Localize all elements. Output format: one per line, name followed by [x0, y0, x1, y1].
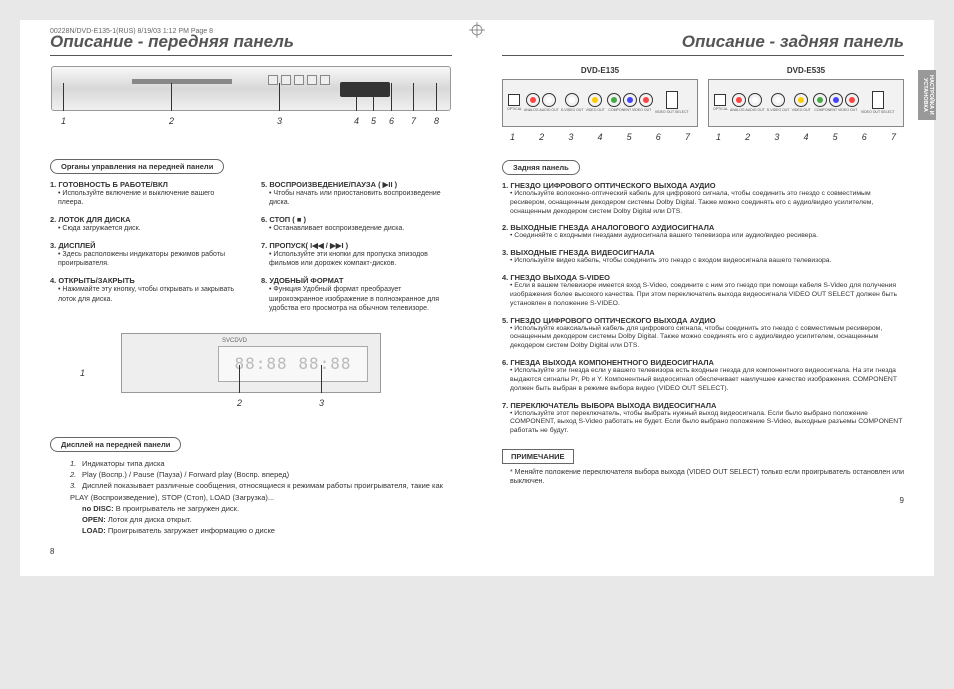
panel2-title: DVD-E535 — [708, 66, 904, 75]
item-6-title: 6. СТОП ( ■ ) — [261, 215, 452, 224]
disp-item-3: Дисплей показывает различные сообщения, … — [70, 481, 443, 501]
rear-7-body: Используйте этот переключатель, чтобы вы… — [510, 410, 902, 435]
display-panel-label: Дисплей на передней панели — [50, 437, 181, 452]
side-tab: НАСТРОЙКА И УСТАНОВКА — [918, 70, 936, 120]
note-label: ПРИМЕЧАНИЕ — [502, 449, 574, 464]
rear-callouts: 1234567 1234567 — [502, 132, 904, 142]
item-8-title: 8. УДОБНЫЙ ФОРМАТ — [261, 276, 452, 285]
rear-6-body: Используйте эти гнезда если у вашего тел… — [510, 367, 897, 392]
display-callouts: 2 3 — [121, 393, 381, 423]
page-num-left: 8 — [50, 547, 452, 556]
rear-panel-e535: OPTICAL ANALOG AUDIO OUT S-VIDEO OUT VID… — [708, 79, 904, 127]
item-6-body: Останавливает воспроизведение диска. — [269, 225, 404, 232]
rear-3-body: Используйте видео кабель, чтобы соединит… — [510, 257, 831, 264]
rear-6-title: 6. ГНЕЗДА ВЫХОДА КОМПОНЕНТНОГО ВИДЕОСИГН… — [502, 358, 904, 367]
disp-item-1: Индикаторы типа диска — [82, 459, 165, 468]
page-header: 00228N/DVD-E135-1(RUS) 8/19/03 1:12 PM P… — [50, 28, 213, 35]
manual-spread: 00228N/DVD-E135-1(RUS) 8/19/03 1:12 PM P… — [20, 20, 934, 576]
page-num-right: 9 — [502, 496, 904, 505]
item-1-title: 1. ГОТОВНОСТЬ Б РАБОТЕ/ВКЛ — [50, 180, 241, 189]
lcd-label: SVCDVD — [222, 338, 247, 344]
panel1-title: DVD-E135 — [502, 66, 698, 75]
rear-1-title: 1. ГНЕЗДО ЦИФРОВОГО ОПТИЧЕСКОГО ВЫХОДА А… — [502, 181, 904, 190]
item-5-title: 5. ВОСПРОИЗВЕДЕНИЕ/ПАУЗА ( ▶II ) — [261, 180, 452, 189]
note-text: * Меняйте положение переключателя выбора… — [502, 468, 904, 486]
item-2-title: 2. ЛОТОК ДЛЯ ДИСКА — [50, 215, 241, 224]
front-controls-label: Органы управления на передней панели — [50, 159, 224, 174]
rear-7-title: 7. ПЕРЕКЛЮЧАТЕЛЬ ВЫБОРА ВЫХОДА ВИДЕОСИГН… — [502, 401, 904, 410]
front-items: 1. ГОТОВНОСТЬ Б РАБОТЕ/ВКЛИспользуйте вк… — [50, 180, 452, 321]
left-page: Описание - передняя панель 1 2 3 4 5 6 7… — [50, 32, 462, 556]
item-1-body: Используйте включение и выключение вашег… — [58, 190, 214, 206]
item-3-body: Здесь расположены индикаторы режимов раб… — [58, 251, 225, 267]
item-4-body: Нажимайте эту кнопку, чтобы открывать и … — [58, 286, 234, 302]
rear-5-body: Используйте коаксиальный кабель для цифр… — [510, 325, 882, 350]
registration-mark — [469, 22, 485, 38]
item-8-body: Функция Удобный формат преобразует широк… — [269, 286, 439, 311]
rear-panel-label: Задняя панель — [502, 160, 580, 175]
disp-left-1: 1 — [80, 368, 85, 378]
lcd-digits: 88:88 88:88 — [218, 346, 368, 382]
display-diagram: SVCDVD 88:88 88:88 — [121, 333, 381, 393]
right-title: Описание - задняя панель — [502, 32, 904, 56]
rear-panel-e135: OPTICAL ANALOG AUDIO OUT S-VIDEO OUT VID… — [502, 79, 698, 127]
display-items: 1.Индикаторы типа диска 2.Play (Воспр.) … — [50, 458, 452, 537]
rear-4-body: Если в вашем телевизоре имеется вход S-V… — [510, 282, 897, 307]
disp-item-2: Play (Воспр.) / Pause (Пауза) / Forward … — [82, 470, 289, 479]
front-callouts: 1 2 3 4 5 6 7 8 — [51, 111, 451, 141]
rear-3-title: 3. ВЫХОДНЫЕ ГНЕЗДА ВИДЕОСИГНАЛА — [502, 248, 904, 257]
rear-5-title: 5. ГНЕЗДО ЦИФРОВОГО ОПТИЧЕСКОГО ВЫХОДА А… — [502, 316, 904, 325]
left-title: Описание - передняя панель — [50, 32, 452, 56]
item-3-title: 3. ДИСПЛЕЙ — [50, 241, 241, 250]
item-7-body: Используйте эти кнопки для пропуска эпиз… — [269, 251, 428, 267]
rear-diagrams: DVD-E135 OPTICAL ANALOG AUDIO OUT S-VIDE… — [502, 66, 904, 127]
item-7-title: 7. ПРОПУСК( I◀◀ / ▶▶I ) — [261, 241, 452, 250]
rear-1-body: Используйте волоконно-оптический кабель … — [510, 190, 873, 215]
rear-items: 1. ГНЕЗДО ЦИФРОВОГО ОПТИЧЕСКОГО ВЫХОДА А… — [502, 181, 904, 436]
item-2-body: Сюда загружается диск. — [58, 225, 141, 232]
item-5-body: Чтобы начать или приостановить воспроизв… — [269, 190, 441, 206]
rear-4-title: 4. ГНЕЗДО ВЫХОДА S-VIDEO — [502, 273, 904, 282]
item-4-title: 4. ОТКРЫТЬ/ЗАКРЫТЬ — [50, 276, 241, 285]
rear-2-body: Соединяйте с входными гнездами аудиосигн… — [510, 232, 818, 239]
right-page: НАСТРОЙКА И УСТАНОВКА Описание - задняя … — [492, 32, 904, 556]
